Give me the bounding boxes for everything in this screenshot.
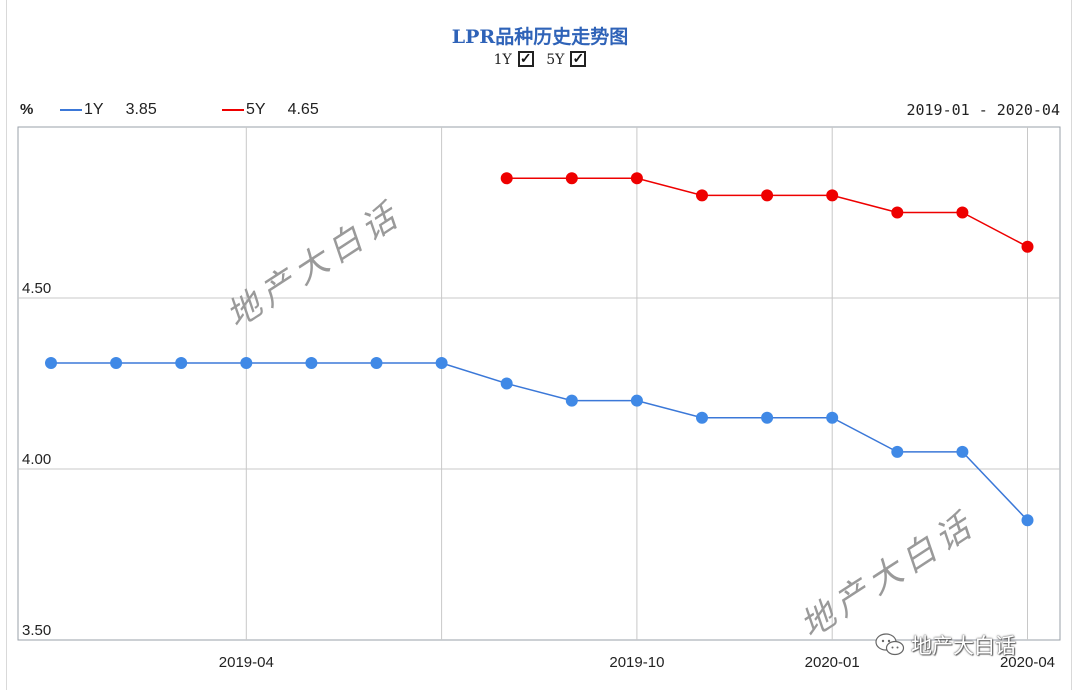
data-point-1y — [630, 394, 643, 407]
series-toggles: 1Y ✓ 5Y ✓ — [0, 51, 1080, 68]
data-point-1y — [565, 394, 578, 407]
legend-1y-value: 3.85 — [125, 101, 157, 118]
chart-frame — [6, 0, 1072, 690]
chart-title: LPR品种历史走势图 — [451, 26, 629, 48]
data-point-5y — [891, 206, 904, 219]
data-point-5y — [696, 189, 708, 202]
badge-text: 地产大白话 — [911, 635, 1016, 658]
y-tick-label: 4.50 — [22, 280, 51, 297]
data-point-1y — [175, 356, 188, 369]
toggle-1y[interactable]: 1Y ✓ — [493, 51, 534, 68]
data-point-1y — [45, 356, 57, 369]
legend-1y-swatch — [60, 109, 82, 111]
x-tick-label: 2020-04 — [1000, 654, 1055, 671]
data-point-1y — [761, 411, 774, 424]
x-tick-label: 2019-10 — [609, 654, 664, 671]
data-point-1y — [110, 356, 123, 369]
x-tick-label: 2019-04 — [219, 654, 274, 671]
data-point-1y — [956, 445, 969, 458]
data-point-5y — [761, 189, 774, 202]
series-line-5y — [506, 177, 1028, 248]
legend-5y-swatch — [222, 109, 244, 111]
checkbox-5y[interactable]: ✓ — [570, 51, 587, 67]
wechat-icon — [875, 633, 905, 656]
legend-1y-name: 1Y — [84, 101, 104, 118]
data-point-1y — [696, 411, 708, 424]
plot-area — [17, 126, 1061, 641]
data-point-1y — [370, 356, 383, 369]
data-point-1y — [1021, 514, 1034, 527]
legend-5y-value: 4.65 — [287, 101, 319, 118]
legend-5y[interactable]: 5Y 4.65 — [222, 101, 319, 119]
y-tick-label: 3.50 — [22, 622, 51, 639]
data-point-1y — [240, 356, 253, 369]
x-tick-label: 2020-01 — [805, 654, 860, 671]
data-point-5y — [956, 206, 969, 219]
checkbox-1y[interactable]: ✓ — [517, 51, 534, 67]
wechat-badge: 地产大白话 — [875, 630, 1016, 660]
y-tick-label: 4.00 — [22, 451, 51, 468]
data-point-5y — [500, 172, 513, 185]
legend-5y-name: 5Y — [246, 101, 266, 118]
series-line-1y — [51, 362, 1029, 521]
data-point-1y — [826, 411, 839, 424]
data-point-5y — [565, 172, 578, 185]
toggle-5y[interactable]: 5Y ✓ — [546, 51, 587, 68]
data-point-1y — [891, 445, 904, 458]
data-point-1y — [500, 377, 513, 390]
date-range: 2019-01 - 2020-04 — [906, 101, 1060, 119]
data-point-1y — [435, 356, 448, 369]
toggle-5y-label: 5Y — [546, 52, 565, 68]
data-point-1y — [305, 356, 318, 369]
legend-1y[interactable]: 1Y 3.85 — [60, 101, 157, 119]
toggle-1y-label: 1Y — [493, 52, 512, 68]
y-unit-label: % — [20, 101, 34, 118]
data-point-5y — [630, 172, 643, 185]
data-point-5y — [1021, 240, 1034, 253]
data-point-5y — [826, 189, 839, 202]
